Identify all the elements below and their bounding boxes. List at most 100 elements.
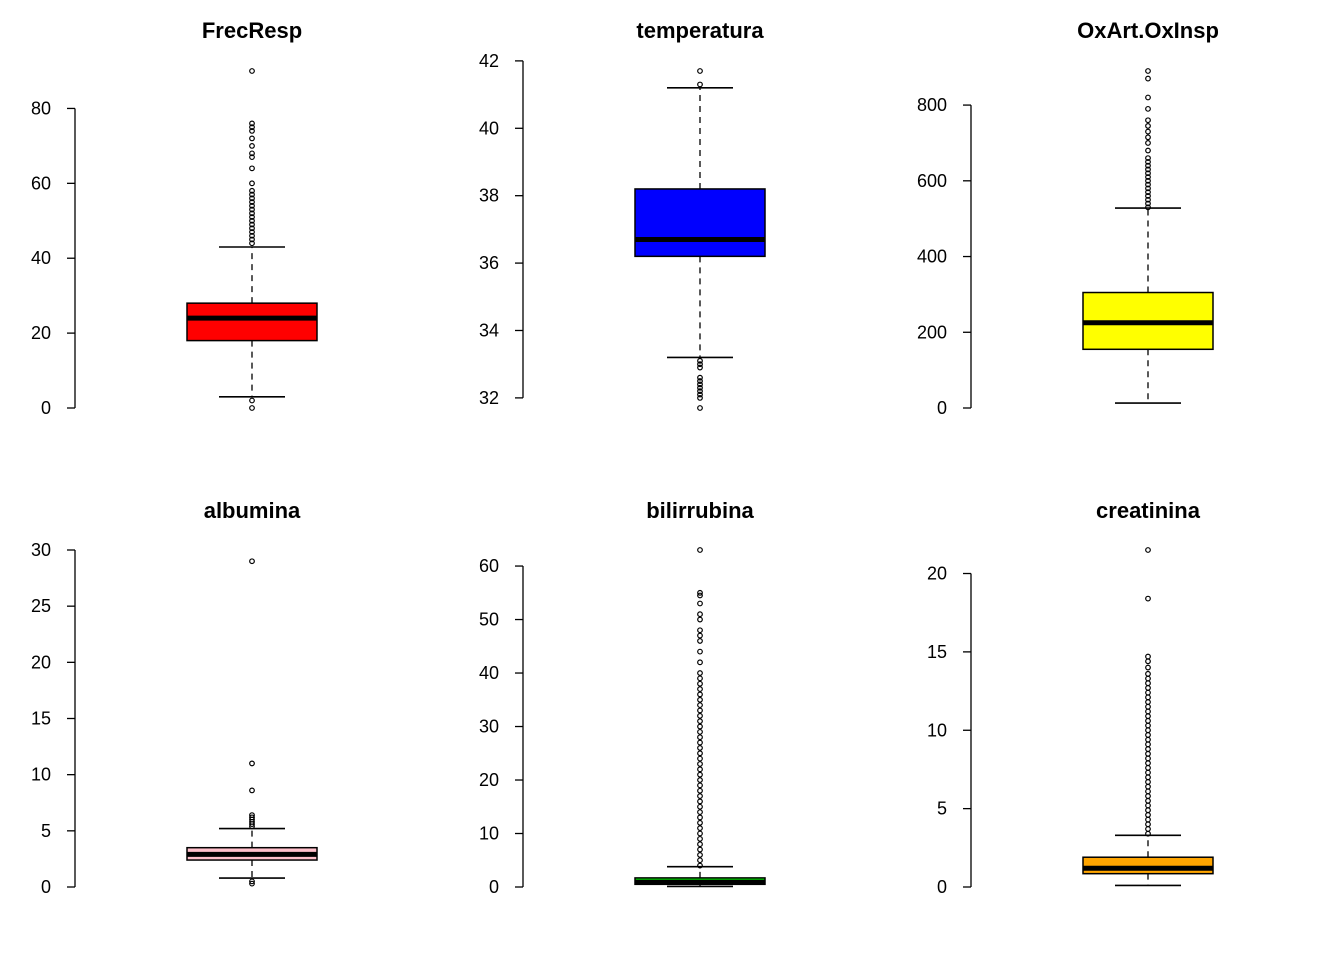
y-tick-label: 30 — [31, 540, 51, 560]
y-tick-label: 50 — [479, 610, 499, 630]
outlier-point — [1145, 802, 1151, 809]
outlier-point — [697, 547, 703, 553]
outlier-point — [697, 81, 703, 88]
outlier-point — [697, 405, 703, 411]
outlier-point — [697, 670, 703, 676]
y-tick-label: 10 — [479, 824, 499, 844]
outlier-point — [697, 809, 703, 816]
outlier-point — [1145, 774, 1151, 781]
outlier-point — [1145, 140, 1151, 146]
y-tick-label: 800 — [917, 95, 947, 115]
outlier-point — [697, 723, 703, 730]
outlier-point — [1145, 653, 1151, 660]
outlier-point — [1145, 94, 1151, 101]
outlier-point — [697, 616, 703, 623]
outlier-point — [1145, 68, 1151, 74]
outlier-point — [249, 558, 255, 565]
outlier-point — [249, 120, 255, 127]
outlier-point — [697, 659, 703, 666]
outlier-point — [1145, 658, 1151, 665]
panel-2: temperatura 32 34 36 38 40 42 — [479, 18, 766, 411]
outlier-point — [697, 755, 703, 762]
outlier-point — [697, 680, 703, 687]
outlier-point — [1145, 755, 1151, 762]
y-tick-label: 400 — [917, 247, 947, 267]
outlier-point — [1145, 189, 1151, 196]
outlier-point — [1145, 708, 1151, 715]
outlier-point — [1145, 147, 1151, 154]
outlier-point — [249, 135, 255, 142]
outlier-point — [697, 364, 703, 371]
outlier-point — [1145, 664, 1151, 671]
y-tick-label: 10 — [31, 765, 51, 785]
outlier-point — [697, 761, 703, 767]
y-tick-label: 200 — [917, 322, 947, 342]
outlier-point — [697, 374, 703, 381]
y-tick-label: 20 — [31, 652, 51, 672]
outlier-point — [249, 225, 255, 232]
outlier-point — [249, 405, 255, 411]
outlier-point — [697, 852, 703, 858]
outlier-point — [697, 361, 703, 368]
outlier-point — [1145, 680, 1151, 687]
outlier-point — [1145, 128, 1151, 135]
outlier-point — [249, 165, 255, 172]
y-tick-label: 60 — [31, 173, 51, 193]
y-tick-label: 0 — [937, 398, 947, 418]
outlier-point — [249, 191, 255, 198]
outlier-point — [249, 760, 255, 767]
outlier-point — [697, 728, 703, 735]
outlier-point — [1145, 741, 1151, 748]
y-tick-label: 38 — [479, 186, 499, 206]
y-tick-label: 40 — [479, 663, 499, 683]
outlier-point — [1145, 717, 1151, 724]
outlier-point — [249, 232, 255, 239]
outlier-point — [697, 68, 703, 74]
y-tick-label: 32 — [479, 388, 499, 408]
outlier-point — [1145, 816, 1151, 823]
outlier-point — [249, 202, 255, 209]
outlier-point — [1145, 595, 1151, 602]
outlier-point — [697, 825, 703, 832]
outlier-point — [697, 391, 703, 398]
outlier-point — [1145, 675, 1151, 682]
outlier-point — [697, 830, 703, 837]
outlier-point — [1145, 760, 1151, 767]
outlier-point — [249, 154, 255, 161]
outlier-point — [1145, 764, 1151, 771]
outlier-point — [1145, 769, 1151, 776]
outlier-point — [697, 707, 703, 714]
outlier-point — [249, 187, 255, 194]
outlier-point — [249, 878, 255, 885]
y-tick-label: 20 — [927, 564, 947, 584]
outlier-point — [1145, 177, 1151, 184]
y-tick-label: 40 — [31, 248, 51, 268]
outlier-point — [249, 210, 255, 217]
panel-4: albumina 0 5 10 15 20 25 30 — [31, 498, 318, 897]
outlier-point — [249, 180, 255, 187]
outlier-point — [697, 702, 703, 709]
y-tick-label: 10 — [927, 720, 947, 740]
outlier-point — [697, 777, 703, 783]
outlier-point — [1145, 783, 1151, 790]
outlier-point — [249, 195, 255, 202]
outlier-point — [1145, 196, 1151, 203]
y-tick-label: 20 — [31, 323, 51, 343]
outlier-point — [697, 632, 703, 639]
outlier-point — [1145, 204, 1151, 211]
outlier-point — [697, 691, 703, 698]
outlier-point — [697, 384, 703, 391]
outlier-point — [1145, 811, 1151, 818]
outlier-point — [697, 696, 703, 703]
y-tick-label: 5 — [41, 821, 51, 841]
outlier-point — [697, 857, 703, 864]
outlier-point — [249, 236, 255, 243]
outlier-point — [1145, 797, 1151, 804]
outlier-point — [697, 766, 703, 773]
y-tick-label: 600 — [917, 171, 947, 191]
outlier-point — [1145, 821, 1151, 828]
outlier-point — [1145, 750, 1151, 757]
iqr-box — [186, 302, 318, 342]
y-tick-label: 20 — [479, 770, 499, 790]
outlier-point — [697, 782, 703, 789]
